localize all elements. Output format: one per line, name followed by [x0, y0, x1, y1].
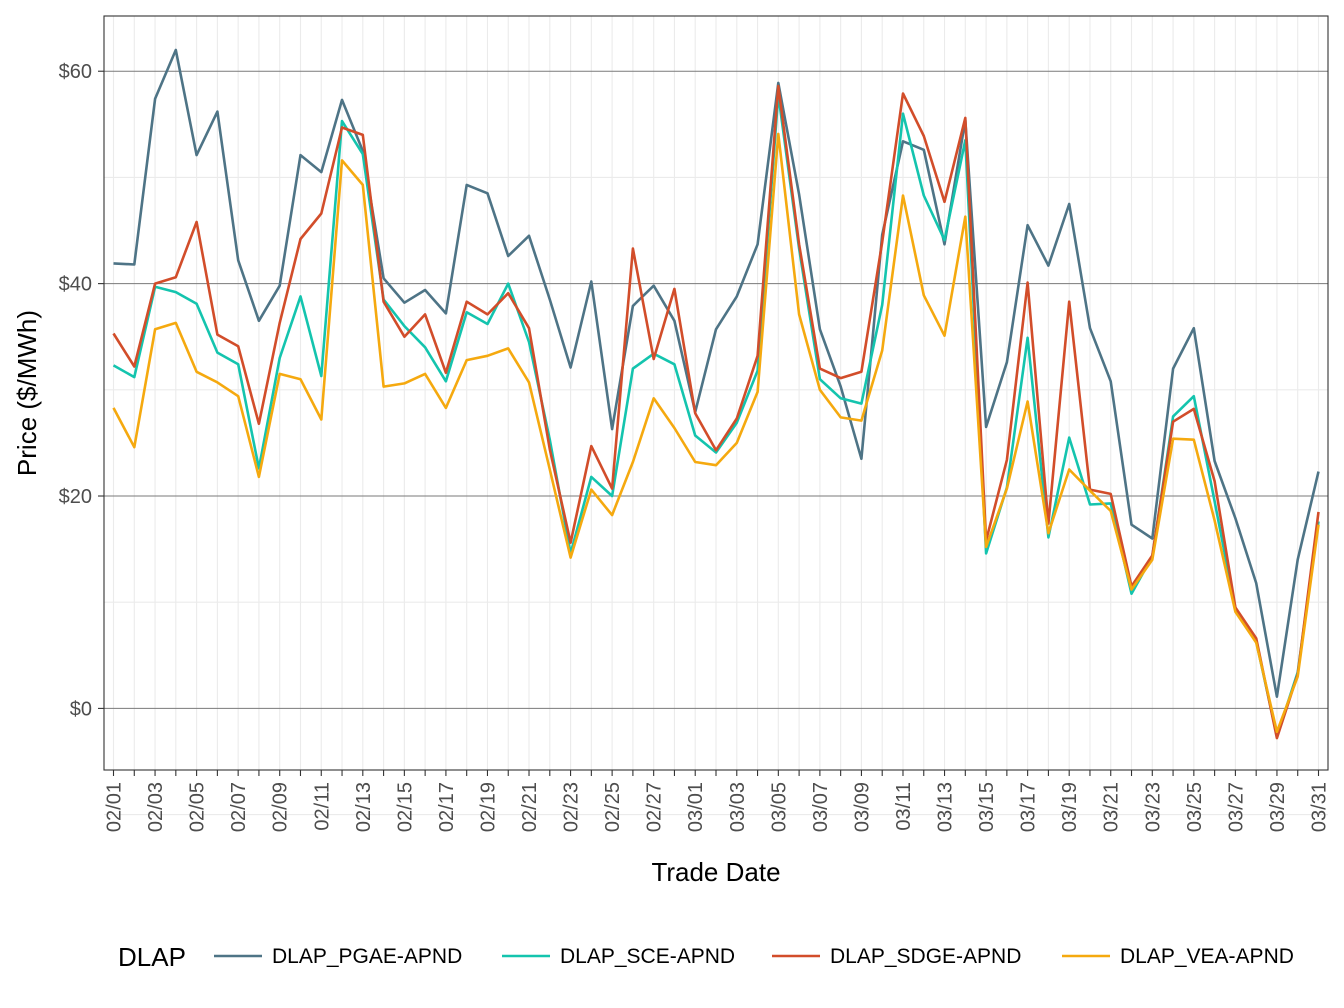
y-axis: $0 $20 $40 $60 [59, 61, 104, 720]
x-tick-label: 03/17 [1018, 782, 1040, 832]
legend-label: DLAP_SDGE-APND [830, 945, 1021, 968]
x-axis-title: Trade Date [651, 857, 780, 887]
y-axis-title: Price ($/MWh) [12, 310, 42, 476]
x-tick-label: 03/31 [1309, 782, 1331, 832]
x-tick-label: 03/09 [851, 782, 873, 832]
x-tick-label: 02/11 [311, 782, 333, 831]
x-tick-label: 02/07 [228, 782, 250, 832]
x-axis: 02/01 02/03 02/05 02/07 02/09 02/11 02/13 02/15… [104, 770, 1331, 832]
x-tick-label: 02/17 [436, 782, 458, 832]
legend-item: DLAP_SCE-APND [502, 945, 735, 968]
x-tick-label: 03/05 [768, 782, 790, 832]
x-tick-label: 03/23 [1142, 782, 1164, 832]
x-tick-label: 03/19 [1059, 782, 1081, 832]
x-tick-label: 02/19 [477, 782, 499, 832]
series-lines [112, 48, 1320, 740]
x-tick-label: 03/13 [935, 782, 957, 832]
major-gridlines [104, 70, 1328, 709]
x-tick-label: 03/01 [685, 782, 707, 832]
x-tick-label: 03/21 [1101, 782, 1123, 832]
y-tick-label: $60 [59, 61, 92, 83]
x-tick-label: 02/27 [644, 782, 666, 832]
y-tick-label: $0 [70, 698, 92, 720]
x-tick-label: 03/27 [1225, 782, 1247, 832]
series-line-dlap-sdge-apnd [112, 84, 1320, 740]
x-tick-label: 02/15 [394, 782, 416, 832]
x-tick-label: 02/03 [145, 782, 167, 832]
x-tick-label: 03/11 [893, 782, 915, 831]
x-tick-label: 02/23 [561, 782, 583, 832]
x-tick-label: 02/21 [519, 782, 541, 832]
x-tick-label: 03/29 [1267, 782, 1289, 832]
legend-item: DLAP_VEA-APND [1062, 945, 1294, 968]
x-tick-label: 03/25 [1184, 782, 1206, 832]
x-tick-label: 02/01 [104, 782, 126, 832]
legend-label: DLAP_VEA-APND [1120, 945, 1294, 968]
x-tick-label: 03/03 [727, 782, 749, 832]
series-line-dlap-vea-apnd [112, 132, 1320, 734]
y-tick-label: $40 [59, 274, 92, 296]
plot-panel [103, 15, 1329, 816]
legend-label: DLAP_SCE-APND [560, 945, 735, 968]
legend: DLAP DLAP_PGAE-APND DLAP_SCE-APND DLAP_SDG… [118, 942, 1294, 972]
x-tick-label: 03/15 [976, 782, 998, 832]
x-tick-label: 02/09 [270, 782, 292, 832]
x-tick-label: 02/25 [602, 782, 624, 832]
legend-title: DLAP [118, 942, 186, 972]
legend-item: DLAP_PGAE-APND [214, 945, 462, 968]
minor-gridlines [104, 16, 1328, 816]
x-tick-label: 02/13 [353, 782, 375, 832]
y-tick-label: $20 [59, 486, 92, 508]
series-line-dlap-pgae-apnd [113, 48, 1320, 699]
x-tick-label: 02/05 [187, 782, 209, 832]
legend-item: DLAP_SDGE-APND [772, 945, 1021, 968]
legend-label: DLAP_PGAE-APND [272, 945, 462, 968]
x-tick-label: 03/07 [810, 782, 832, 832]
